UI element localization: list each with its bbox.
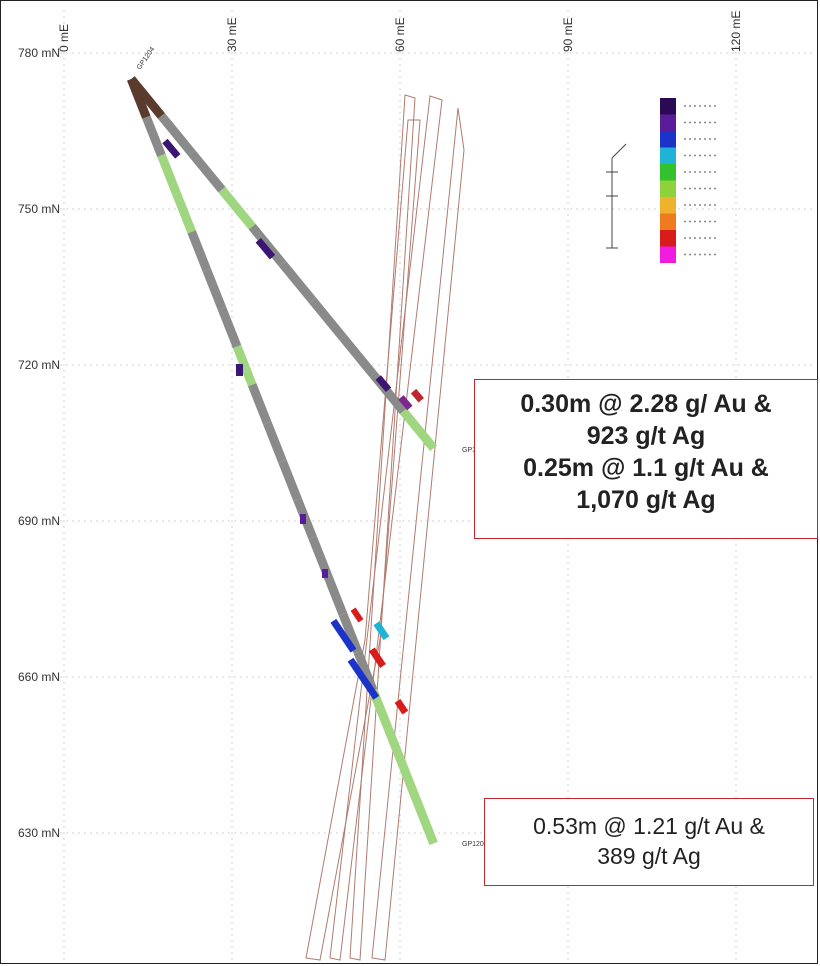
callout-line: 0.30m @ 2.28 g/ Au & xyxy=(520,390,772,418)
x-axis-labels: 0 mE 30 mE 60 mE 90 mE 120 mE xyxy=(57,11,743,52)
drill-hole-segment xyxy=(247,383,272,425)
drill-hole-segment xyxy=(384,727,408,769)
drill-hole-segment xyxy=(338,612,363,654)
legend-swatch xyxy=(660,180,676,197)
y-tick-label: 780 mN xyxy=(18,46,60,60)
x-tick-label: 120 mE xyxy=(729,11,743,52)
legend-swatch xyxy=(660,164,676,181)
drill-hole-segment xyxy=(263,421,287,463)
sample-interval xyxy=(330,618,357,653)
sample-interval xyxy=(410,388,424,403)
legend-swatch xyxy=(660,213,676,230)
drill-hole-segment xyxy=(188,149,226,193)
drill-hole-segment xyxy=(142,115,166,158)
drill-hole-segment xyxy=(157,113,196,156)
vein-outlines xyxy=(305,94,465,961)
sample-interval xyxy=(162,138,181,159)
y-axis-labels: 780 mN 750 mN 720 mN 690 mN 660 mN 630 mN xyxy=(18,46,60,840)
legend-swatch xyxy=(660,197,676,214)
sample-interval xyxy=(236,364,243,376)
drill-hole-segment xyxy=(248,223,286,267)
legend-swatch xyxy=(660,246,676,263)
intercept-callout-upper: 0.30m @ 2.28 g/ Au & 923 g/t Ag 0.25m @ … xyxy=(474,379,818,539)
y-tick-label: 690 mN xyxy=(18,514,60,528)
sample-interval xyxy=(394,698,409,715)
sample-interval xyxy=(373,621,390,641)
drill-hole-segment xyxy=(157,153,181,196)
assay-intervals xyxy=(162,138,424,715)
legend-swatch xyxy=(660,131,676,148)
drill-hole-segment xyxy=(187,230,211,272)
legend-swatch xyxy=(660,98,676,115)
sample-interval xyxy=(350,607,364,623)
sample-interval xyxy=(375,375,392,393)
x-tick-label: 60 mE xyxy=(393,17,407,52)
callout-line: 1,070 g/t Ag xyxy=(576,486,716,514)
drill-hole-segment xyxy=(278,459,302,502)
sample-interval xyxy=(300,514,306,524)
drill-hole-segment xyxy=(172,192,196,234)
x-tick-label: 0 mE xyxy=(57,24,71,52)
drill-hole-segment xyxy=(323,574,348,616)
scale-glyph xyxy=(606,143,627,249)
vein-outline-1 xyxy=(349,94,416,961)
drill-hole-segment xyxy=(217,306,242,349)
drill-hole-segment xyxy=(399,765,423,807)
legend-swatch xyxy=(660,114,676,131)
drill-hole-segment xyxy=(309,297,347,341)
drill-hole-segment xyxy=(399,408,438,452)
drill-hole-segment xyxy=(414,803,438,846)
callout-line: 0.53m @ 1.21 g/t Au & xyxy=(533,813,765,839)
x-tick-label: 90 mE xyxy=(561,17,575,52)
drill-hole-segment xyxy=(278,260,317,304)
legend-swatch xyxy=(660,230,676,247)
y-tick-label: 720 mN xyxy=(18,358,60,372)
drill-hole-segment xyxy=(127,77,151,119)
y-tick-label: 630 mN xyxy=(18,826,60,840)
y-tick-label: 750 mN xyxy=(18,202,60,216)
drill-holes xyxy=(127,76,438,846)
drill-hole-segment xyxy=(202,268,227,310)
legend-color-bar xyxy=(660,98,716,263)
drill-hole-segment xyxy=(218,186,256,230)
y-tick-label: 660 mN xyxy=(18,670,60,684)
collar-label: GP1204 xyxy=(136,46,157,71)
callout-line: 389 g/t Ag xyxy=(597,843,701,869)
intercept-callout-lower: 0.53m @ 1.21 g/t Au & 389 g/t Ag xyxy=(484,798,814,886)
sample-interval xyxy=(347,657,380,700)
sample-interval xyxy=(255,238,276,260)
callout-line: 923 g/t Ag xyxy=(586,422,706,450)
legend-swatch xyxy=(660,147,676,164)
vein-outline-3 xyxy=(371,107,465,961)
callout-line: 0.25m @ 1.1 g/t Au & xyxy=(523,454,769,482)
sample-interval xyxy=(368,647,386,668)
sample-interval xyxy=(322,569,328,578)
hole-labels: GP1204 GP1201 - 69.91 GP1202 - 150.4 xyxy=(136,46,512,848)
sample-interval xyxy=(398,395,413,411)
drill-hole-segment xyxy=(339,334,377,378)
x-tick-label: 30 mE xyxy=(225,17,239,52)
vein-outline-4 xyxy=(305,119,421,961)
drill-hole-segment xyxy=(232,344,257,387)
